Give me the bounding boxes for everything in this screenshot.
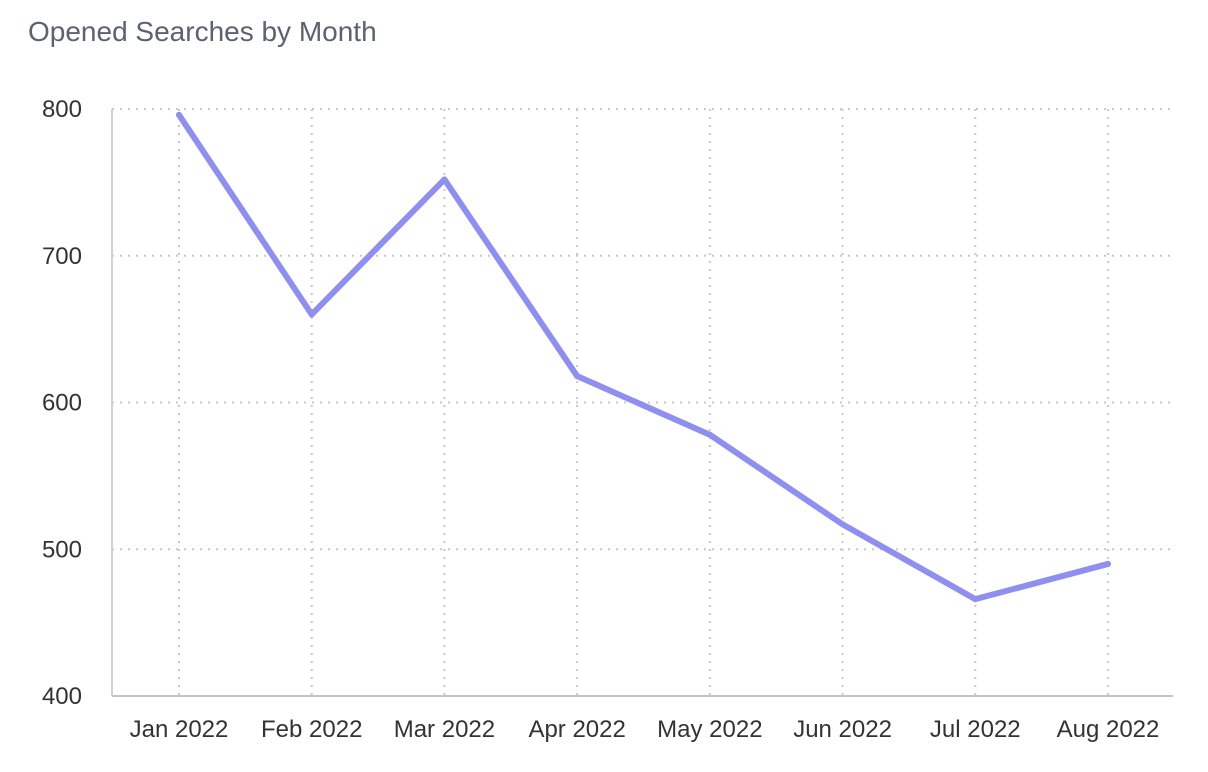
data-point[interactable] xyxy=(176,111,182,118)
y-tick-label: 800 xyxy=(42,96,82,123)
series-line xyxy=(176,111,1111,603)
grid-lines xyxy=(112,108,1173,696)
series-layer xyxy=(176,111,1111,603)
data-point[interactable] xyxy=(574,373,581,380)
y-tick-label: 600 xyxy=(42,390,82,417)
x-tick-label: Jun 2022 xyxy=(793,716,892,743)
x-tick-label: Feb 2022 xyxy=(261,716,362,743)
x-tick-label: Jan 2022 xyxy=(130,716,229,743)
data-point[interactable] xyxy=(308,311,315,318)
x-tick-label: May 2022 xyxy=(657,716,762,743)
data-point[interactable] xyxy=(441,176,448,183)
x-tick-labels: Jan 2022 Feb 2022 Mar 2022 Apr 2022 May 2022… xyxy=(130,716,1160,743)
chart-title: Opened Searches by Month xyxy=(28,16,377,47)
x-tick-label: Mar 2022 xyxy=(394,716,495,743)
y-tick-label: 700 xyxy=(42,243,82,270)
x-tick-label: Apr 2022 xyxy=(528,716,625,743)
data-point[interactable] xyxy=(972,596,979,603)
y-tick-labels: 400 500 600 700 800 xyxy=(42,96,82,710)
axes xyxy=(111,109,1173,697)
data-point[interactable] xyxy=(839,521,846,528)
y-tick-label: 500 xyxy=(42,536,82,563)
data-point[interactable] xyxy=(1105,560,1111,567)
x-tick-label: Jul 2022 xyxy=(930,716,1021,743)
x-tick-label: Aug 2022 xyxy=(1057,716,1160,743)
data-point[interactable] xyxy=(706,431,713,438)
y-tick-label: 400 xyxy=(42,683,82,710)
